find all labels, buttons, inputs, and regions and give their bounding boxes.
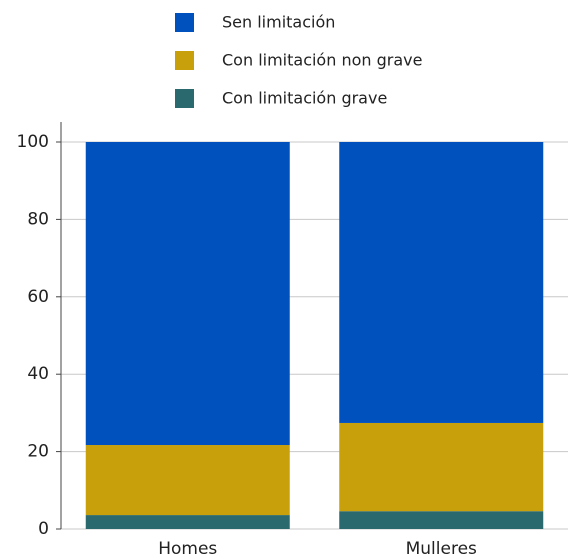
- legend-swatch: [175, 51, 194, 70]
- bar-segment: [85, 142, 290, 446]
- bar-segment: [339, 511, 544, 529]
- bar-segment: [85, 515, 290, 529]
- x-tick-label: Homes: [158, 539, 217, 559]
- y-tick-label: 20: [27, 442, 49, 462]
- y-tick-label: 100: [17, 132, 49, 152]
- bar-segment: [85, 445, 290, 516]
- x-tick-label: Mulleres: [406, 539, 477, 559]
- y-tick-label: 0: [38, 519, 49, 539]
- bar-segment: [339, 142, 544, 423]
- legend-label: Con limitación non grave: [222, 51, 422, 70]
- legend-swatch: [175, 89, 194, 108]
- y-tick-label: 80: [27, 209, 49, 229]
- legend-label: Con limitación grave: [222, 89, 387, 108]
- legend-swatch: [175, 13, 194, 32]
- y-tick-label: 40: [27, 364, 49, 384]
- y-tick-label: 60: [27, 287, 49, 307]
- legend-label: Sen limitación: [222, 13, 335, 32]
- bar-segment: [339, 422, 544, 512]
